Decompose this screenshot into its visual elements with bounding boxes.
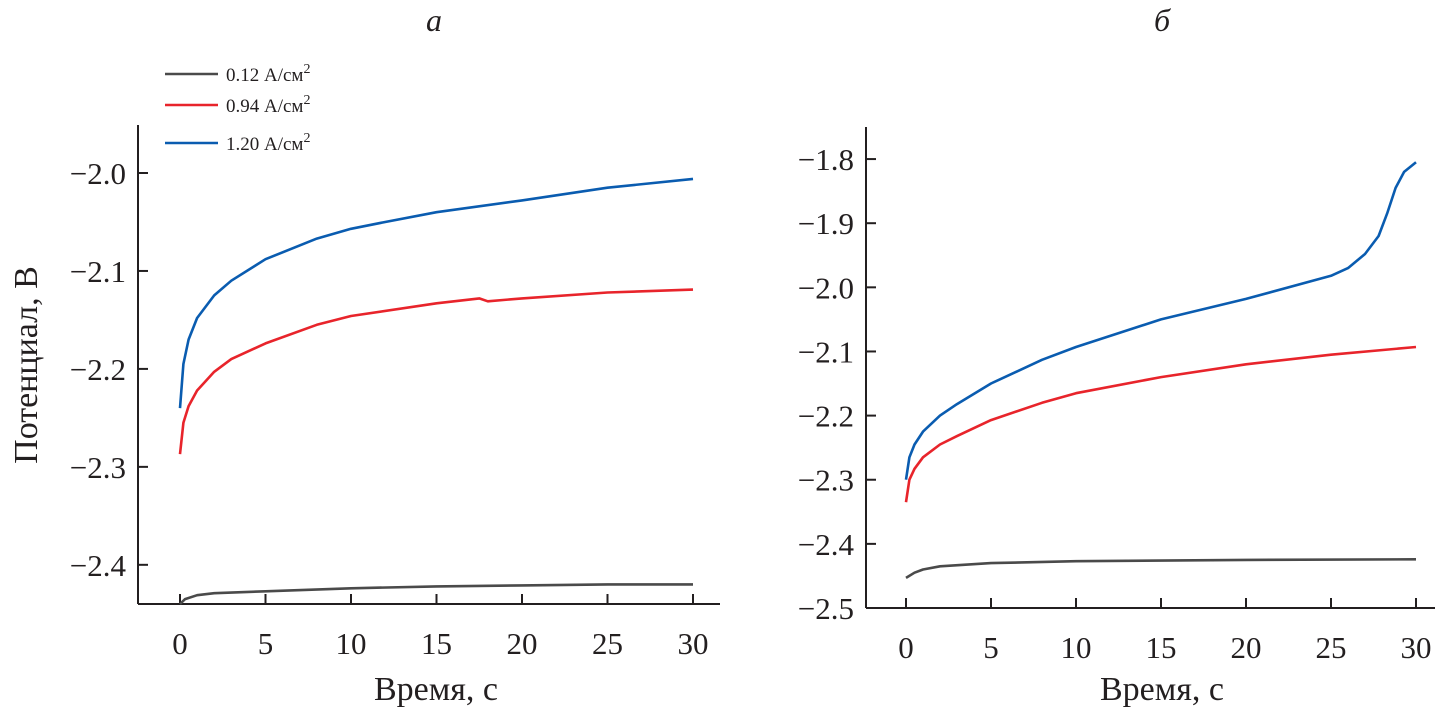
legend: 0.12 А/см2 0.94 А/см2 1.20 А/см2 xyxy=(165,62,310,155)
panel-a-y-tick-label: −2.2 xyxy=(70,352,126,387)
panel-b-series-line-0 xyxy=(905,558,1417,580)
panel-b-y-tick-label: −2.5 xyxy=(798,591,854,626)
panel-b-series-line-2 xyxy=(904,161,1417,480)
panel-b-y-tick-label: −2.4 xyxy=(798,527,855,562)
panel-a-series-line-2 xyxy=(178,177,694,409)
panel-b-x-tick-label: 10 xyxy=(1061,630,1092,665)
panel-b-series-line-1 xyxy=(904,345,1417,503)
legend-label-1: 0.94 А/см2 xyxy=(226,93,310,117)
panel-b-y-tick-label: −2.0 xyxy=(798,270,854,305)
panel-b-x-tick-label: 5 xyxy=(983,630,999,665)
panel-a-y-tick-label: −2.0 xyxy=(70,156,126,191)
panel-b-x-tick-label: 0 xyxy=(898,630,914,665)
panel-b-x-axis-label: Время, с xyxy=(1100,671,1224,708)
legend-label-2: 1.20 А/см2 xyxy=(226,131,310,155)
panel-a-x-tick-label: 15 xyxy=(421,626,452,661)
panel-b-title: б xyxy=(1154,2,1171,38)
panel-a-x-tick-label: 0 xyxy=(172,626,188,661)
panel-a-y-tick-label: −2.4 xyxy=(70,548,127,583)
panel-b-x-tick-label: 30 xyxy=(1401,630,1432,665)
panel-a-x-tick-label: 20 xyxy=(507,626,538,661)
legend-label-0: 0.12 А/см2 xyxy=(226,62,310,86)
panel-a-x-tick-label: 30 xyxy=(678,626,709,661)
panel-a-y-tick-label: −2.3 xyxy=(70,450,126,485)
panel-b-y-tick-label: −1.8 xyxy=(798,142,854,177)
panel-a-series-line-0 xyxy=(179,583,693,605)
panel-b-x-tick-label: 15 xyxy=(1146,630,1177,665)
panel-a-x-tick-label: 5 xyxy=(258,626,274,661)
panel-b-y-tick-label: −2.2 xyxy=(798,399,854,434)
panel-a-x-tick-label: 25 xyxy=(592,626,623,661)
panel-a-x-axis-label: Время, с xyxy=(374,671,498,708)
panel-b-x-tick-label: 25 xyxy=(1316,630,1347,665)
y-axis-label: Потенциал, В xyxy=(8,266,45,464)
panel-a-title: а xyxy=(426,2,442,38)
panel-b-y-tick-label: −1.9 xyxy=(798,206,854,241)
panel-b-y-tick-label: −2.3 xyxy=(798,463,854,498)
panel-a-y-tick-label: −2.1 xyxy=(70,254,126,289)
panel-b-x-tick-label: 20 xyxy=(1231,630,1262,665)
panel-b-y-tick-label: −2.1 xyxy=(798,334,854,369)
panel-a-series-line-1 xyxy=(178,288,694,455)
panel-a-x-tick-label: 10 xyxy=(336,626,367,661)
